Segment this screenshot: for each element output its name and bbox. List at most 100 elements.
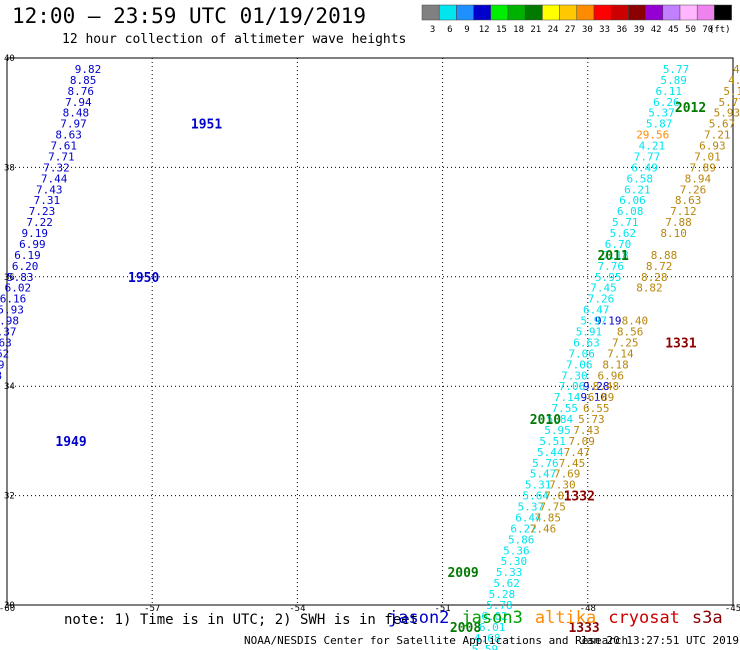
swh-value-jason2: 6.99 xyxy=(19,238,45,251)
swh-value-jason2: 8.48 xyxy=(63,107,90,120)
footnote: note: 1) Time is in UTC; 2) SWH is in fe… xyxy=(64,612,419,628)
swh-value-s3a: 7.89 xyxy=(689,161,716,174)
y-tick-label: 36 xyxy=(4,273,15,283)
swh-value-s3a: 7.09 xyxy=(568,435,595,448)
swh-value-jason3: 6.47 xyxy=(583,304,610,317)
pass-number-label: 1950 xyxy=(128,271,159,286)
color-scale-label: 27 xyxy=(565,25,576,35)
color-scale-label: 33 xyxy=(599,25,610,35)
swh-value-s3a: 8.28 xyxy=(641,271,668,284)
swh-value-jason2: 9.82 xyxy=(75,63,102,76)
swh-value-jason2: 7.43 xyxy=(36,183,63,196)
wave-height-values: 9.828.858.767.948.487.978.637.617.717.32… xyxy=(0,63,740,650)
color-scale-label: 45 xyxy=(668,25,679,35)
swh-value-jason3: 5.87 xyxy=(646,118,673,131)
swh-value-jason3: 6.02 xyxy=(481,610,508,623)
swh-value-jason3: 7.06 xyxy=(559,380,586,393)
swh-value-jason3: 4.68 xyxy=(474,632,501,645)
color-scale-swatch xyxy=(559,4,578,21)
swh-value-jason2: 7.23 xyxy=(29,205,55,218)
swh-value-jason3: 5.95 xyxy=(544,424,571,437)
swh-value-jason3: 5.91 xyxy=(576,326,603,339)
pass-number-label: 1332 xyxy=(564,490,595,505)
swh-value-jason2: 8.76 xyxy=(68,85,95,98)
color-scale-label: 50 xyxy=(685,25,696,35)
swh-value-jason2: 7.71 xyxy=(48,150,75,163)
swh-value-jason3: 5.31 xyxy=(525,479,552,492)
swh-value-s3a: 7.21 xyxy=(704,129,731,142)
swh-value-jason2: 9.19 xyxy=(22,227,49,240)
swh-value-jason2: 5.63 xyxy=(0,336,12,349)
swh-value-jason3: 6.49 xyxy=(631,161,658,174)
pass-number-label: 2012 xyxy=(675,101,706,116)
swh-value-s3a: 6.96 xyxy=(597,369,624,382)
x-tick-label: -60 xyxy=(0,604,15,614)
swh-value-jason3: 5.30 xyxy=(501,555,528,568)
swh-value-jason3: 6.26 xyxy=(653,96,680,109)
swh-value-jason3: 5.62 xyxy=(610,227,637,240)
swh-value-s3a: 7.43 xyxy=(573,424,600,437)
mission-legend-item: jason3 xyxy=(461,608,523,628)
swh-value-s3a: 8.94 xyxy=(685,172,712,185)
pass-number-label: 2008 xyxy=(450,621,481,636)
swh-value-jason2: 6.20 xyxy=(12,260,39,273)
swh-value-s3a: 8.63 xyxy=(675,194,702,207)
axis-ticks: -60 -57 -54 -51 -48 -45 30 32 34 36 38 40 xyxy=(0,54,740,614)
pass-number-label: 2011 xyxy=(597,249,628,264)
color-scale-swatch xyxy=(610,4,629,21)
pass-labels: 1951 1950 1949 2012 2011 2010 2009 2008 1331 1332… xyxy=(55,101,706,636)
swh-value-s3a: 8.82 xyxy=(636,282,663,295)
swh-value-jason3: 5.37 xyxy=(518,501,545,514)
y-tick-label: 32 xyxy=(4,492,15,502)
swh-value-s3a: 7.01 xyxy=(544,490,571,503)
swh-value-jason3: 6.63 xyxy=(573,336,600,349)
swh-value-s3a: 8.48 xyxy=(593,380,620,393)
swh-value-jason3: 6.22 xyxy=(510,522,537,535)
swh-value-jason2: 9.10 xyxy=(581,391,608,404)
y-tick-label: 38 xyxy=(4,163,15,173)
x-tick-label: -54 xyxy=(289,604,305,614)
swh-value-jason3: 6.11 xyxy=(656,85,683,98)
swh-value-s3a: 4.20 xyxy=(728,74,740,87)
swh-value-jason3: 5.77 xyxy=(663,63,690,76)
y-tick-label: 30 xyxy=(4,601,15,611)
mission-legend-item: jason2 xyxy=(388,608,450,628)
x-tick-label: -45 xyxy=(725,604,740,614)
swh-value-jason3: 4.21 xyxy=(639,140,666,153)
swh-value-s3a: 5.18 xyxy=(723,85,740,98)
swh-value-jason2: 8.85 xyxy=(70,74,97,87)
swh-value-s3a: 7.01 xyxy=(694,150,721,163)
color-scale-swatch xyxy=(662,4,681,21)
swh-value-s3a: 5.67 xyxy=(709,118,736,131)
swh-value-jason2: 6.37 xyxy=(0,326,17,339)
y-tick-label: 40 xyxy=(4,54,15,64)
y-tick-label: 34 xyxy=(4,382,15,392)
swh-value-jason3: 7.30 xyxy=(561,369,588,382)
swh-value-s3a: 5.93 xyxy=(714,107,740,120)
swh-value-s3a: 8.56 xyxy=(617,326,644,339)
swh-value-jason2: 7.61 xyxy=(51,140,77,153)
swh-value-s3a: 7.69 xyxy=(554,468,581,481)
swh-value-jason3: 5.51 xyxy=(539,435,566,448)
color-scale-swatch xyxy=(542,4,560,21)
swh-value-s3a: 6.93 xyxy=(699,140,726,153)
swh-value-jason2: 5.83 xyxy=(7,271,34,284)
swh-value-s3a: 5.77 xyxy=(718,96,740,109)
color-scale-swatch xyxy=(679,4,698,21)
swh-value-s3a: 7.45 xyxy=(559,457,586,470)
swh-value-jason3: 5.33 xyxy=(496,566,522,579)
pass-number-label: 1949 xyxy=(55,435,86,450)
color-scale-label: 36 xyxy=(616,25,627,35)
swh-value-jason3: 5.62 xyxy=(493,577,520,590)
x-tick-label: -51 xyxy=(434,604,450,614)
swh-value-s3a: 7.14 xyxy=(607,347,634,360)
color-scale-swatch xyxy=(593,4,612,21)
swh-value-jason2: 6.49 xyxy=(0,358,4,371)
swh-value-jason3: 5.71 xyxy=(612,216,639,229)
swh-value-s3a: 7.30 xyxy=(549,479,576,492)
swh-value-s3a: 7.75 xyxy=(539,501,566,514)
swh-value-jason3: 5.95 xyxy=(595,271,622,284)
swh-value-jason2: 9.19 xyxy=(595,315,622,328)
color-scale-label: 9 xyxy=(464,25,469,35)
